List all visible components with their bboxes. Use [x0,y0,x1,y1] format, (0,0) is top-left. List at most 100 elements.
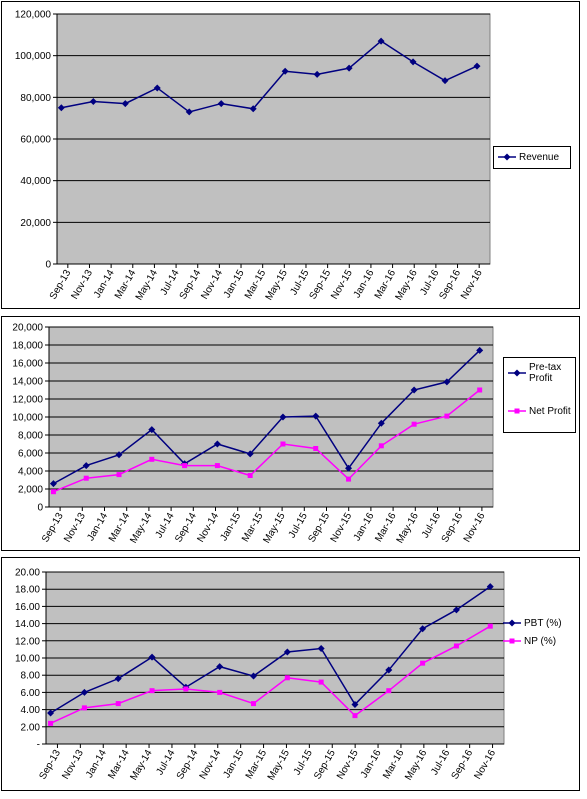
marker [49,480,57,488]
marker [318,679,324,685]
marker [377,419,385,427]
legend-entry: NP (%) [524,635,557,647]
y-tick-label: 80,000 [20,93,51,104]
marker [378,443,384,449]
marker [486,583,494,591]
marker [279,413,287,421]
chart: - 2.00 4.00 6.00 8.00 10.00 12.00 14.00 16.00 18.… [1,557,580,791]
legend-marker [508,619,516,627]
marker [409,58,417,66]
legend-marker [509,638,515,644]
series-line [50,586,491,714]
marker [441,77,449,85]
legend-frame [503,357,576,433]
marker [410,386,418,394]
marker [246,450,254,458]
marker [57,104,65,112]
y-tick-label: 10.00 [15,654,40,665]
y-tick-label: 0 [45,260,51,271]
marker [149,688,155,694]
legend-frame [493,146,571,169]
marker [313,70,321,78]
y-tick-label: 0 [37,503,43,514]
marker [182,463,188,469]
marker [83,475,89,481]
legend-entry: Revenue [519,151,560,163]
marker [148,653,156,661]
y-tick-label: 100,000 [15,51,52,62]
y-tick-label: 2,000 [18,485,43,496]
marker [487,623,493,629]
marker [251,701,257,707]
y-tick-label: 18,000 [12,341,43,352]
marker [281,67,289,75]
marker [419,625,427,633]
y-tick-label: 4,000 [18,467,43,478]
marker [47,709,55,717]
series-line [50,625,491,725]
legend-marker [503,153,511,161]
marker [115,451,123,459]
marker [48,720,54,726]
marker [149,456,155,462]
y-tick-label: 8,000 [18,431,43,442]
y-tick-label: 20.00 [15,568,40,579]
marker [477,387,483,393]
marker [116,472,122,478]
marker [115,701,121,707]
marker [352,713,358,719]
marker [216,663,224,671]
marker [312,412,320,420]
marker [50,489,56,495]
marker [443,378,451,386]
y-tick-label: 20,000 [12,323,43,334]
marker [250,672,258,680]
marker [313,446,319,451]
marker [420,660,426,666]
y-tick-label: 10,000 [12,413,43,424]
marker [185,108,193,116]
y-tick-label: 20,000 [20,218,51,229]
marker [114,675,122,683]
marker [217,689,223,695]
legend-entry: Pre-tax Profit [529,362,561,384]
marker [148,426,156,434]
legend-entry: PBT (%) [524,617,562,629]
marker [453,643,459,649]
chart: 0 2,000 4,000 6,000 8,000 10,000 12,000 14,000 1… [1,316,580,551]
marker [345,64,353,72]
legend-marker [514,408,520,414]
y-tick-label: 2.00 [21,722,41,733]
y-tick-label: 6,000 [18,449,43,460]
y-tick-label: 120,000 [15,10,52,21]
marker [476,346,484,354]
y-tick-label: 12,000 [12,395,43,406]
marker [284,675,290,681]
legend-entry: Net Profit [529,405,571,417]
marker [183,686,189,692]
marker [385,666,393,674]
marker [217,100,225,108]
marker [121,100,129,108]
series-line [61,40,478,113]
marker [386,688,392,694]
legend-label: Net Profit [529,405,571,417]
marker [249,105,257,113]
marker [351,700,359,708]
y-tick-label: 16,000 [12,359,43,370]
y-tick-label: 16.00 [15,602,40,613]
marker [80,688,88,696]
legend-marker [513,369,521,377]
series-line [53,349,481,485]
chart: 020,00040,00060,00080,000100,000120,000S… [1,1,580,309]
marker [473,62,481,70]
marker [153,84,161,92]
legend-label: NP (%) [524,635,557,647]
series-line [53,389,481,493]
legend-label: Revenue [519,151,560,163]
marker [82,462,90,470]
legend-label: PBT (%) [524,617,562,629]
marker [317,645,325,653]
marker [214,463,220,469]
y-tick-label: 40,000 [20,176,51,187]
